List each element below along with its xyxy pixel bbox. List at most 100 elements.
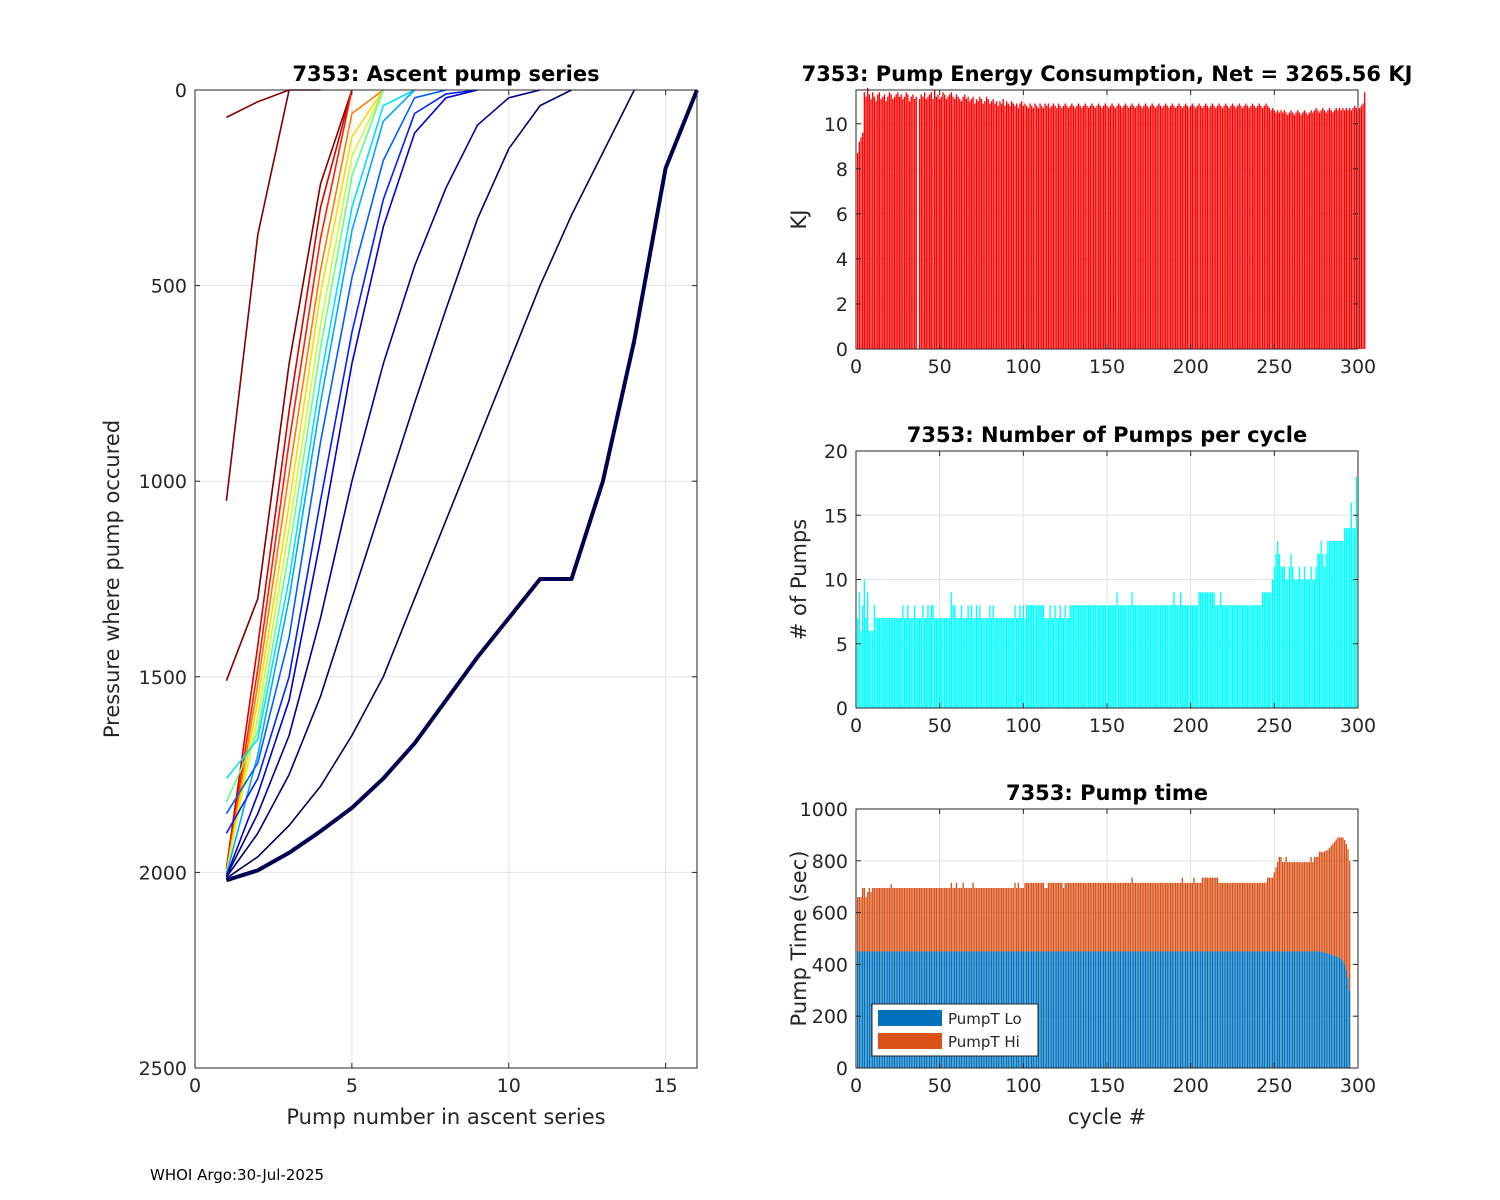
bar-time-0 [1156,951,1158,1068]
series-line-early-2 [225,89,353,681]
bar-pumps-0 [1258,605,1260,708]
bar-pumps-0 [892,618,894,708]
bar-time-1 [1151,882,1153,952]
bar-time-1 [1099,882,1101,952]
bar-time-1 [1113,882,1115,952]
bar-time-0 [1193,951,1195,1068]
bar-energy-0 [1101,108,1103,350]
bar-time-1 [878,888,881,952]
bar-pumps-0 [1263,592,1265,708]
bar-time-1 [1009,888,1011,952]
bar-pumps-0 [1079,605,1081,708]
bar-time-1 [1280,856,1282,952]
bar-time-1 [1046,888,1048,952]
bar-pumps-0 [1102,605,1105,708]
bar-time-1 [887,888,889,952]
bar-pumps-0 [885,618,887,708]
bar-time-1 [1143,882,1145,952]
bar-energy-0 [992,99,994,349]
bar-pumps-0 [940,618,943,708]
bar-time-0 [1099,951,1101,1068]
bar-pumps-0 [1086,605,1088,708]
bar-pumps-0 [910,618,912,708]
bar-energy-0 [949,94,951,349]
bar-energy-0 [1036,105,1038,350]
bar-time-0 [1062,951,1065,1068]
bar-pumps-0 [1266,592,1269,708]
bar-time-1 [1041,882,1043,952]
bar-pumps-0 [1154,605,1157,708]
bar-energy-0 [1061,108,1063,350]
bar-energy-0 [1270,110,1272,350]
bar-time-1 [1230,882,1232,952]
bar-energy-0 [1343,110,1346,350]
bar-time-1 [865,897,867,952]
bar-pumps-0 [923,618,926,708]
bar-time-1 [893,888,896,952]
bar-time-0 [1315,951,1317,1068]
bar-pumps-0 [1310,566,1312,708]
bar-time-0 [1266,951,1269,1068]
bar-pumps-0 [877,618,879,708]
bar-time-1 [1195,882,1197,952]
bar-energy-0 [1005,101,1008,349]
bar-energy-0 [1007,103,1009,349]
bar-time-1 [1245,882,1247,952]
bar-time-1 [905,888,907,952]
bar-pumps-0 [1121,605,1123,708]
bar-time-1 [1200,882,1202,952]
bar-energy-0 [863,92,866,349]
bar-time-1 [885,888,887,952]
bar-pumps-0 [1285,579,1287,708]
bar-energy-0 [1047,103,1050,349]
y-axis-label: Pressure where pump occured [100,420,124,738]
bar-energy-0 [1143,105,1145,350]
x-tick-label: 300 [1340,715,1376,737]
bar-time-1 [1000,888,1003,952]
x-tick-label: 100 [1005,356,1041,378]
x-tick-label: 0 [850,356,862,378]
bar-time-1 [1031,882,1033,952]
bar-pumps-0 [1019,605,1021,708]
y-tick-label: 500 [151,276,187,298]
bar-time-1 [1206,877,1209,952]
bar-time-0 [1348,990,1351,1068]
bar-energy-0 [1188,108,1190,350]
bar-energy-0 [1029,103,1031,349]
bar-energy-0 [1126,105,1128,350]
bar-pumps-0 [1251,605,1254,708]
bar-energy-0 [1124,103,1127,349]
bar-time-1 [1069,882,1071,952]
bar-energy-0 [1236,105,1239,350]
bar-pumps-0 [1235,605,1237,708]
axes-box [194,89,698,1069]
bar-time-0 [1218,951,1220,1068]
bar-time-0 [1320,951,1322,1068]
bar-time-1 [1255,882,1257,952]
bar-energy-0 [898,96,901,349]
bar-time-1 [912,888,914,952]
bar-pumps-0 [950,592,953,708]
bar-time-1 [928,888,931,952]
bar-pumps-0 [1017,618,1019,708]
bar-energy-0 [1312,112,1314,350]
bar-time-0 [1151,951,1153,1068]
bar-time-1 [1226,882,1229,952]
bar-energy-0 [1216,105,1219,350]
y-tick-label: 4 [836,249,848,271]
bar-pumps-0 [1049,605,1051,708]
bar-energy-0 [1176,105,1178,350]
bar-time-0 [1133,951,1135,1068]
bar-energy-0 [1310,110,1312,350]
bar-time-1 [975,888,978,952]
bar-time-0 [1069,951,1071,1068]
bar-energy-0 [910,96,912,349]
bar-time-0 [1113,951,1115,1068]
bar-pumps-0 [1333,540,1336,708]
bar-energy-0 [927,96,929,349]
bar-energy-0 [868,94,871,349]
series-line-cyan-1 [225,89,415,780]
bar-energy-0 [883,94,886,349]
bar-energy-0 [1220,105,1222,350]
series-line-yellow-1 [225,89,384,873]
